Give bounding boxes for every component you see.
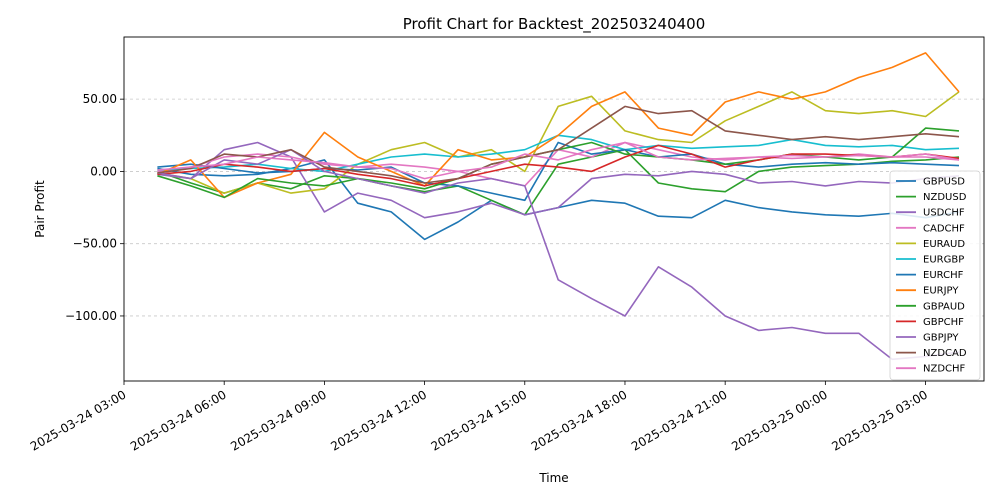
y-tick-label: 0.00 [90, 164, 117, 178]
plot-frame [123, 36, 985, 382]
series-line-euraud [157, 91, 960, 194]
chart-title: Profit Chart for Backtest_202503240400 [403, 15, 706, 34]
y-axis: −100.00 −50.00 0.00 50.00 [65, 92, 124, 323]
legend-label: EURJPY [923, 286, 959, 297]
legend: GBPUSD NZDUSD USDCHF CADCHF EURAUD EURGBP EURC… [889, 170, 981, 381]
series-line-nzdchf [157, 141, 960, 180]
y-tick-label: −50.00 [73, 237, 117, 251]
series-line-gbpchf [157, 144, 960, 187]
series-line-nzdcad [157, 105, 960, 184]
y-axis-label: Pair Profit [33, 180, 47, 238]
y-tick-label: 50.00 [83, 92, 117, 106]
legend-label: EURGBP [923, 255, 964, 266]
series-line-eurjpy [157, 52, 960, 199]
legend-label: NZDCAD [923, 348, 967, 359]
legend-label: EURAUD [923, 239, 965, 250]
legend-label: CADCHF [923, 223, 965, 234]
legend-label: USDCHF [923, 208, 965, 219]
legend-label: GBPCHF [923, 317, 964, 328]
legend-label: GBPJPY [923, 333, 959, 344]
x-axis-label: Time [538, 471, 568, 485]
legend-label: NZDUSD [923, 192, 967, 203]
legend-box [889, 170, 981, 381]
legend-label: EURCHF [923, 270, 964, 281]
series-line-nzdusd [157, 148, 960, 216]
y-tick-label: −100.00 [65, 309, 117, 323]
legend-label: GBPAUD [923, 301, 965, 312]
legend-label: GBPUSD [923, 177, 965, 188]
legend-label: NZDCHF [923, 364, 966, 375]
series-lines [157, 52, 960, 361]
grid-lines [124, 98, 984, 317]
